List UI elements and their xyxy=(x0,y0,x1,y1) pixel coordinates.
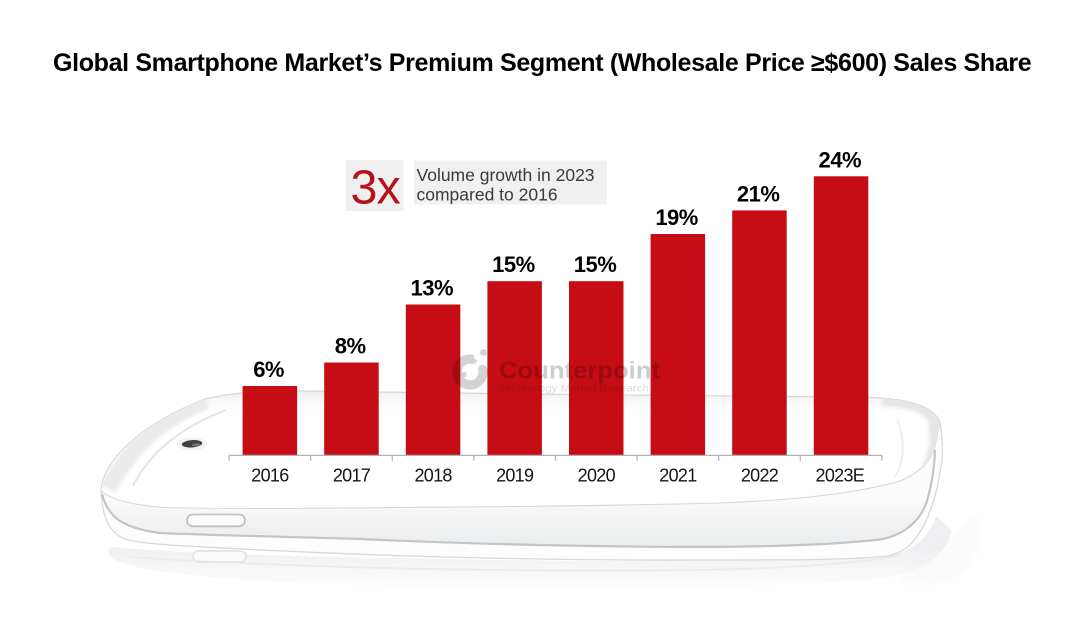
svg-text:21%: 21% xyxy=(737,181,780,206)
svg-text:8%: 8% xyxy=(335,334,366,359)
svg-text:6%: 6% xyxy=(253,357,284,382)
svg-text:24%: 24% xyxy=(819,147,862,172)
svg-text:15%: 15% xyxy=(574,252,617,277)
svg-text:Technology Market Research: Technology Market Research xyxy=(499,383,649,395)
svg-text:Volume growth in 2023: Volume growth in 2023 xyxy=(417,165,595,185)
svg-text:2021: 2021 xyxy=(659,466,697,486)
svg-text:Global Smartphone Market’s Pre: Global Smartphone Market’s Premium Segme… xyxy=(53,49,1032,77)
svg-text:2018: 2018 xyxy=(414,466,452,486)
svg-text:2022: 2022 xyxy=(741,466,779,486)
svg-text:compared to 2016: compared to 2016 xyxy=(417,185,558,205)
svg-text:2019: 2019 xyxy=(496,466,534,486)
svg-text:13%: 13% xyxy=(411,276,454,301)
svg-text:Counterpoint: Counterpoint xyxy=(499,358,660,385)
svg-text:2020: 2020 xyxy=(578,466,616,486)
svg-text:3x: 3x xyxy=(351,161,401,215)
svg-text:2016: 2016 xyxy=(251,466,289,486)
svg-text:2023E: 2023E xyxy=(816,466,865,486)
svg-text:19%: 19% xyxy=(655,205,698,230)
svg-text:15%: 15% xyxy=(492,252,535,277)
svg-text:2017: 2017 xyxy=(333,466,371,486)
